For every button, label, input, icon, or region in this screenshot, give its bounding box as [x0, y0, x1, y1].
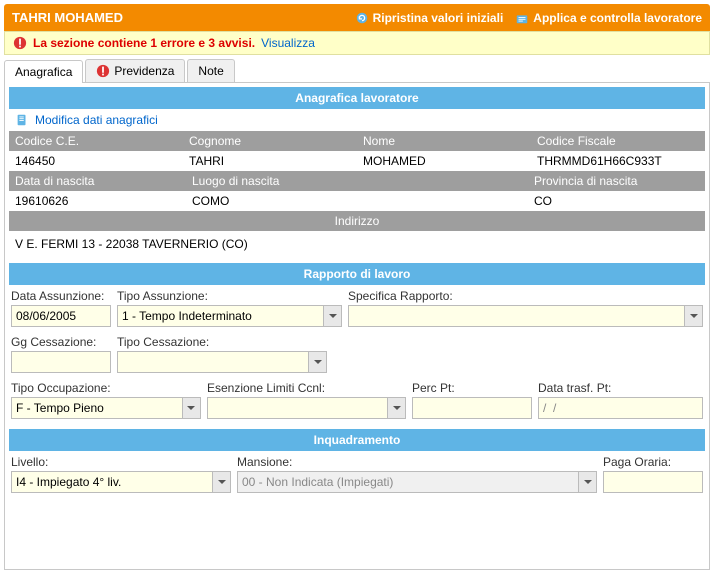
- col-codice-fiscale: Codice Fiscale: [531, 131, 705, 151]
- form-row-1: Data Assunzione: Tipo Assunzione: 1 - Te…: [9, 285, 705, 331]
- grid-row-indirizzo: V E. FERMI 13 - 22038 TAVERNERIO (CO): [9, 231, 705, 257]
- select-mansione-value: 00 - Non Indicata (Impiegati): [242, 475, 578, 489]
- alert-bar: La sezione contiene 1 errore e 3 avvisi.…: [4, 31, 710, 55]
- input-gg-cessazione[interactable]: [11, 351, 111, 373]
- select-livello-value: I4 - Impiegato 4° liv.: [16, 475, 212, 489]
- select-tipo-cessazione[interactable]: [117, 351, 327, 373]
- dropdown-icon: [684, 306, 702, 326]
- select-tipo-occupazione[interactable]: F - Tempo Pieno: [11, 397, 201, 419]
- label-tipo-cessazione: Tipo Cessazione:: [117, 335, 327, 349]
- form-row-3: Tipo Occupazione: F - Tempo Pieno Esenzi…: [9, 377, 705, 423]
- label-gg-cessazione: Gg Cessazione:: [11, 335, 111, 349]
- val-codice-ce: 146450: [9, 151, 183, 171]
- dropdown-icon: [182, 398, 200, 418]
- grid-row-1: 146450 TAHRI MOHAMED THRMMD61H66C933T: [9, 151, 705, 171]
- error-icon: [13, 36, 27, 50]
- dropdown-icon: [308, 352, 326, 372]
- dropdown-icon: [387, 398, 405, 418]
- form-row-2: Gg Cessazione: Tipo Cessazione:: [9, 331, 705, 377]
- tab-bar: Anagrafica Previdenza Note: [4, 59, 710, 82]
- val-nome: MOHAMED: [357, 151, 531, 171]
- alert-message: La sezione contiene 1 errore e 3 avvisi.: [33, 36, 255, 50]
- restore-button[interactable]: Ripristina valori iniziali: [355, 11, 504, 25]
- restore-icon: [355, 11, 369, 25]
- select-tipo-assunzione-value: 1 - Tempo Indeterminato: [122, 309, 323, 323]
- restore-label: Ripristina valori iniziali: [373, 11, 504, 25]
- label-data-assunzione: Data Assunzione:: [11, 289, 111, 303]
- header-title: TAHRI MOHAMED: [12, 10, 343, 25]
- error-icon: [96, 64, 110, 78]
- val-indirizzo: V E. FERMI 13 - 22038 TAVERNERIO (CO): [9, 231, 254, 257]
- header-indirizzo: Indirizzo: [9, 211, 705, 231]
- input-data-trasf-pt[interactable]: [538, 397, 703, 419]
- input-data-assunzione[interactable]: [11, 305, 111, 327]
- input-paga-oraria[interactable]: [603, 471, 703, 493]
- select-mansione[interactable]: 00 - Non Indicata (Impiegati): [237, 471, 597, 493]
- label-perc-pt: Perc Pt:: [412, 381, 532, 395]
- dropdown-icon: [578, 472, 596, 492]
- select-tipo-assunzione[interactable]: 1 - Tempo Indeterminato: [117, 305, 342, 327]
- tab-previdenza[interactable]: Previdenza: [85, 59, 185, 82]
- label-specifica-rapporto: Specifica Rapporto:: [348, 289, 703, 303]
- select-tipo-occupazione-value: F - Tempo Pieno: [16, 401, 182, 415]
- alert-link[interactable]: Visualizza: [261, 36, 315, 50]
- col-prov-nascita: Provincia di nascita: [528, 171, 705, 191]
- tab-note-label: Note: [198, 64, 223, 78]
- label-esenzione-limiti: Esenzione Limiti Ccnl:: [207, 381, 406, 395]
- val-data-nascita: 19610626: [9, 191, 186, 211]
- select-livello[interactable]: I4 - Impiegato 4° liv.: [11, 471, 231, 493]
- tab-anagrafica[interactable]: Anagrafica: [4, 60, 83, 83]
- val-prov-nascita: CO: [528, 191, 705, 211]
- label-livello: Livello:: [11, 455, 231, 469]
- col-luogo-nascita: Luogo di nascita: [186, 171, 528, 191]
- col-codice-ce: Codice C.E.: [9, 131, 183, 151]
- modifica-link[interactable]: Modifica dati anagrafici: [35, 113, 158, 127]
- val-luogo-nascita: COMO: [186, 191, 528, 211]
- val-codice-fiscale: THRMMD61H66C933T: [531, 151, 705, 171]
- label-tipo-assunzione: Tipo Assunzione:: [117, 289, 342, 303]
- section-anagrafica-title: Anagrafica lavoratore: [9, 87, 705, 109]
- col-nome: Nome: [357, 131, 531, 151]
- label-tipo-occupazione: Tipo Occupazione:: [11, 381, 201, 395]
- val-cognome: TAHRI: [183, 151, 357, 171]
- dropdown-icon: [323, 306, 341, 326]
- section-rapporto-title: Rapporto di lavoro: [9, 263, 705, 285]
- section-inquadramento-title: Inquadramento: [9, 429, 705, 451]
- label-paga-oraria: Paga Oraria:: [603, 455, 703, 469]
- col-data-nascita: Data di nascita: [9, 171, 186, 191]
- label-data-trasf-pt: Data trasf. Pt:: [538, 381, 703, 395]
- tab-note[interactable]: Note: [187, 59, 234, 82]
- content-panel: Anagrafica lavoratore Modifica dati anag…: [4, 82, 710, 570]
- tab-anagrafica-label: Anagrafica: [15, 65, 72, 79]
- header-bar: TAHRI MOHAMED Ripristina valori iniziali…: [4, 4, 710, 31]
- form-row-4: Livello: I4 - Impiegato 4° liv. Mansione…: [9, 451, 705, 497]
- apply-icon: [515, 11, 529, 25]
- tab-previdenza-label: Previdenza: [114, 64, 174, 78]
- document-icon: [15, 113, 29, 127]
- col-cognome: Cognome: [183, 131, 357, 151]
- grid-row-2: 19610626 COMO CO: [9, 191, 705, 211]
- grid-header-2: Data di nascita Luogo di nascita Provinc…: [9, 171, 705, 191]
- label-mansione: Mansione:: [237, 455, 597, 469]
- input-perc-pt[interactable]: [412, 397, 532, 419]
- select-esenzione-limiti[interactable]: [207, 397, 406, 419]
- select-specifica-rapporto[interactable]: [348, 305, 703, 327]
- link-row: Modifica dati anagrafici: [9, 109, 705, 131]
- dropdown-icon: [212, 472, 230, 492]
- grid-header-1: Codice C.E. Cognome Nome Codice Fiscale: [9, 131, 705, 151]
- apply-label: Applica e controlla lavoratore: [533, 11, 702, 25]
- apply-button[interactable]: Applica e controlla lavoratore: [515, 11, 702, 25]
